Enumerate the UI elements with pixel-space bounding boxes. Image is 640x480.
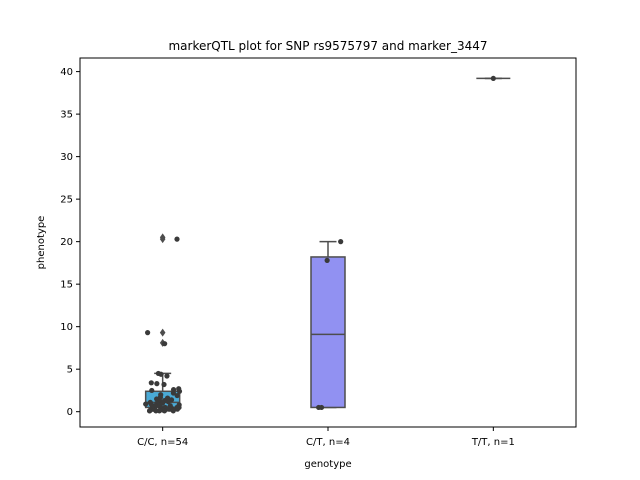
data-point bbox=[165, 398, 171, 405]
points-2 bbox=[316, 239, 344, 411]
data-point bbox=[170, 390, 177, 396]
data-point bbox=[490, 75, 496, 82]
data-point bbox=[174, 392, 180, 399]
data-point bbox=[324, 257, 330, 263]
data-point bbox=[158, 371, 164, 377]
y-axis: 0 5 10 15 20 25 30 35 40 bbox=[60, 67, 80, 418]
y-tick-label: 10 bbox=[60, 322, 73, 333]
chart-title: markerQTL plot for SNP rs9575797 and mar… bbox=[168, 39, 487, 53]
x-axis-label: genotype bbox=[304, 459, 351, 470]
data-point bbox=[149, 387, 155, 394]
data-point bbox=[161, 381, 167, 388]
box-2 bbox=[310, 240, 346, 409]
data-point bbox=[145, 330, 151, 336]
data-point bbox=[318, 404, 325, 411]
x-tick-label: C/C, n=54 bbox=[137, 437, 188, 448]
y-tick-label: 0 bbox=[67, 407, 73, 418]
y-tick-label: 15 bbox=[60, 280, 73, 291]
box-iqr bbox=[310, 256, 346, 409]
y-axis-label: phenotype bbox=[36, 216, 47, 270]
data-point bbox=[338, 239, 344, 245]
data-point bbox=[164, 373, 170, 379]
y-tick-label: 5 bbox=[67, 365, 73, 376]
data-point bbox=[147, 408, 153, 414]
y-tick-label: 20 bbox=[60, 237, 73, 248]
x-axis: C/C, n=54 C/T, n=4 T/T, n=1 bbox=[137, 427, 515, 448]
data-point bbox=[176, 388, 183, 394]
x-tick-label: C/T, n=4 bbox=[306, 437, 350, 448]
plot-area bbox=[143, 75, 511, 414]
points-1 bbox=[143, 236, 183, 414]
data-point bbox=[161, 408, 168, 414]
outlier-marker bbox=[159, 235, 166, 244]
data-point bbox=[170, 408, 176, 414]
y-tick-label: 30 bbox=[60, 152, 73, 163]
data-point bbox=[156, 408, 163, 414]
data-point bbox=[174, 406, 181, 412]
data-point bbox=[154, 381, 160, 387]
data-point bbox=[148, 380, 154, 386]
y-tick-label: 35 bbox=[60, 110, 73, 121]
y-tick-label: 25 bbox=[60, 195, 73, 206]
outlier-marker bbox=[159, 328, 166, 337]
data-point bbox=[162, 341, 168, 347]
data-point bbox=[174, 236, 180, 242]
x-tick-label: T/T, n=1 bbox=[471, 437, 515, 448]
points-3 bbox=[490, 75, 496, 82]
y-tick-label: 40 bbox=[60, 67, 73, 78]
data-point bbox=[143, 401, 149, 407]
